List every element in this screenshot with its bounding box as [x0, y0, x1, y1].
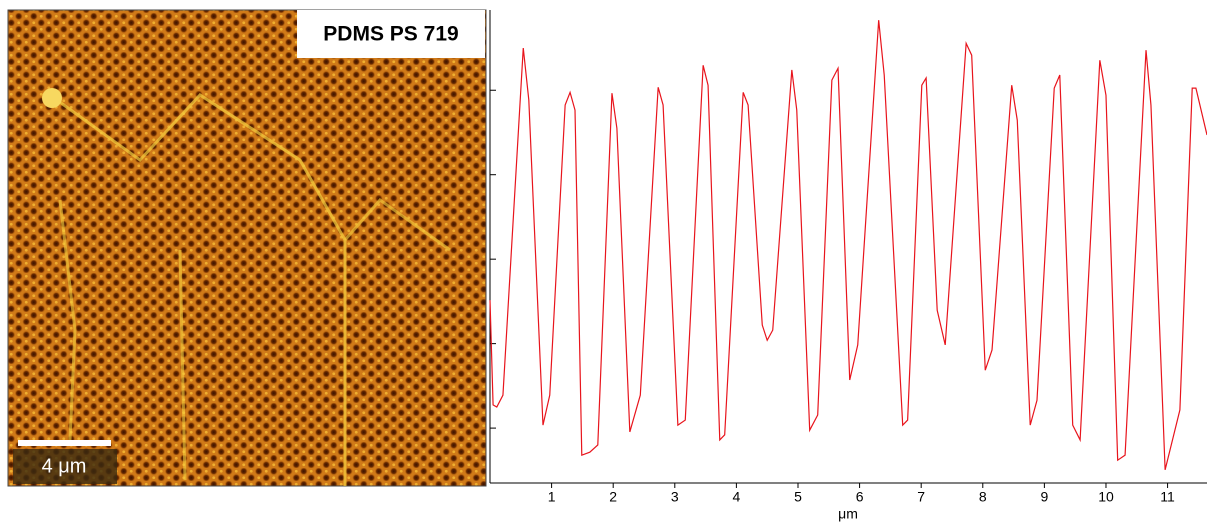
- image-label: PDMS PS 719: [323, 23, 458, 46]
- afm-image: PDMS PS 719 4 μm: [7, 9, 487, 487]
- x-tick-label: 3: [671, 489, 679, 505]
- profile-line: [489, 20, 1207, 471]
- x-tick-label: 2: [609, 489, 617, 505]
- x-tick-label: 7: [917, 489, 925, 505]
- x-tick-label: 1: [548, 489, 556, 505]
- scale-bar-label: 4 μm: [42, 455, 87, 477]
- x-tick-label: 11: [1160, 489, 1175, 505]
- x-tick-label: 5: [794, 489, 802, 505]
- x-tick-label: 4: [732, 489, 740, 505]
- x-tick-label: 9: [1040, 489, 1048, 505]
- x-tick-label: 8: [979, 489, 987, 505]
- x-tick-label: 10: [1098, 489, 1114, 505]
- x-axis-label: μm: [838, 506, 858, 522]
- x-tick-label: 6: [856, 489, 864, 505]
